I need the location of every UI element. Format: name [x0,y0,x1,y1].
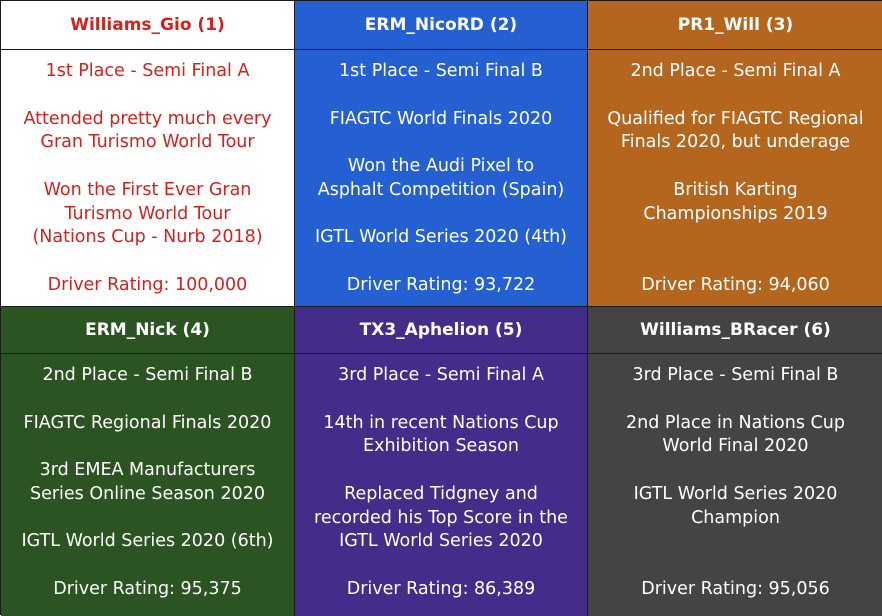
driver-rating: Driver Rating: 95,375 [53,579,242,599]
driver-header-williams-gio: Williams_Gio (1) [1,1,295,50]
achievement-line: 2nd Place - Semi Final A [630,61,841,81]
achievement-line: British Karting [673,180,798,200]
achievement-line: Finals 2020, but underage [620,132,851,152]
driver-details-williams-bracer: 3rd Place - Semi Final B 2nd Place in Na… [588,354,882,616]
driver-header-tx3-aphelion: TX3_Aphelion (5) [295,307,588,354]
achievement-line: 1st Place - Semi Final B [339,61,543,81]
achievement-line: Championships 2019 [643,204,828,224]
driver-name: ERM_NicoRD (2) [364,15,518,35]
driver-details-williams-gio: 1st Place - Semi Final A Attended pretty… [1,50,295,307]
achievement-line: FIAGTC World Finals 2020 [329,109,553,129]
achievement-line: World Final 2020 [662,436,809,456]
driver-header-pr1-will: PR1_Will (3) [588,1,882,50]
achievement-line: Qualified for FIAGTC Regional [607,109,864,129]
driver-name: Williams_BRacer (6) [640,320,831,340]
achievement-line: IGTL World Series 2020 [633,484,838,504]
achievement-line: 14th in recent Nations Cup [323,413,559,433]
driver-rating: Driver Rating: 86,389 [346,579,536,599]
achievement-line: 2nd Place - Semi Final B [42,365,253,385]
driver-rating: Driver Rating: 100,000 [47,275,248,295]
achievement-line: IGTL World Series 2020 [339,531,543,551]
driver-details-erm-nick: 2nd Place - Semi Final B FIAGTC Regional… [1,354,295,616]
driver-rating: Driver Rating: 95,056 [641,579,830,599]
driver-header-williams-bracer: Williams_BRacer (6) [588,307,882,354]
achievement-line: IGTL World Series 2020 (6th) [21,531,274,551]
achievement-line: Asphalt Competition (Spain) [317,180,565,200]
driver-name: ERM_Nick (4) [85,320,210,340]
driver-rating: Driver Rating: 93,722 [346,275,536,295]
driver-header-erm-nick: ERM_Nick (4) [1,307,295,354]
achievement-line: 3rd Place - Semi Final B [632,365,839,385]
driver-name: TX3_Aphelion (5) [359,320,523,340]
achievement-line: (Nations Cup - Nurb 2018) [32,227,263,247]
achievement-line: Won the First Ever Gran [43,180,252,200]
achievement-line: 2nd Place in Nations Cup [626,413,845,433]
achievement-line: Won the Audi Pixel to [347,156,535,176]
achievement-line: 1st Place - Semi Final A [45,61,250,81]
achievement-line: Turismo World Tour [64,204,231,224]
driver-details-pr1-will: 2nd Place - Semi Final A Qualified for F… [588,50,882,307]
driver-name: Williams_Gio (1) [70,15,225,35]
driver-details-erm-nicord: 1st Place - Semi Final B FIAGTC World Fi… [295,50,588,307]
driver-name: PR1_Will (3) [677,15,794,35]
achievement-line: Champion [691,508,780,528]
achievement-line: IGTL World Series 2020 (4th) [314,227,568,247]
achievement-line: Attended pretty much every [23,109,272,129]
driver-header-erm-nicord: ERM_NicoRD (2) [295,1,588,50]
achievement-line: FIAGTC Regional Finals 2020 [23,413,272,433]
achievement-line: Gran Turismo World Tour [40,132,255,152]
achievement-line: 3rd Place - Semi Final A [338,365,544,385]
achievement-line: Exhibition Season [363,436,519,456]
achievement-line: Replaced Tidgney and [344,484,538,504]
driver-rating: Driver Rating: 94,060 [641,275,830,295]
achievement-line: recorded his Top Score in the [314,508,568,528]
driver-details-tx3-aphelion: 3rd Place - Semi Final A 14th in recent … [295,354,588,616]
achievement-line: 3rd EMEA Manufacturers [39,460,256,480]
achievement-line: Series Online Season 2020 [29,484,265,504]
